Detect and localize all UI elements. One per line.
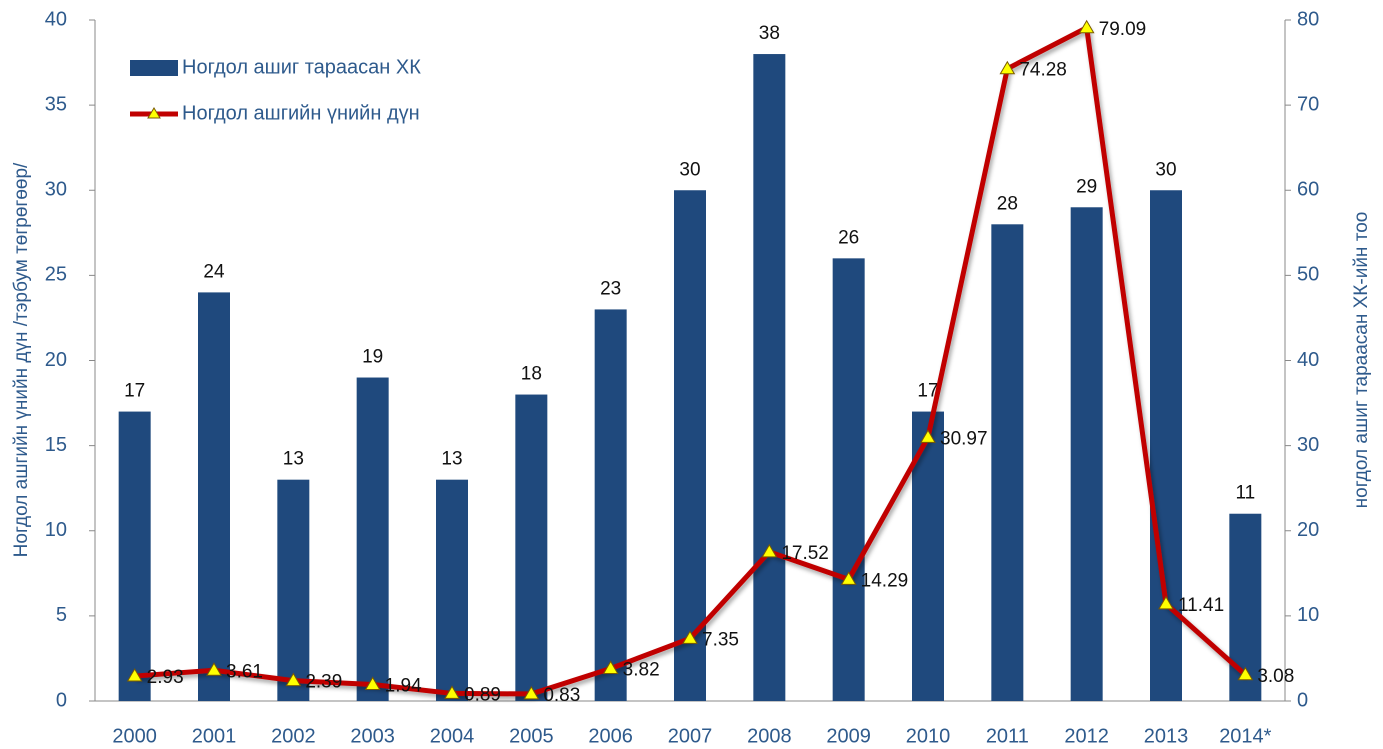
line-marker xyxy=(206,662,222,676)
bar xyxy=(356,377,389,701)
line-marker xyxy=(126,668,143,682)
line-marker xyxy=(602,660,619,674)
line-marker xyxy=(682,630,698,644)
line-marker xyxy=(1158,595,1174,610)
line-marker xyxy=(761,543,778,558)
line-value-label: 3.82 xyxy=(623,659,660,680)
legend-marker xyxy=(147,107,161,119)
y-axis-title: Ногдол ашгийн үнийн дүн /тэрбум төгрөгөө… xyxy=(11,162,32,557)
line-value-label: 2.93 xyxy=(147,667,184,688)
line-value-label: 2.39 xyxy=(305,672,342,693)
line-value-label: 14.29 xyxy=(861,570,909,591)
bar xyxy=(753,54,786,702)
x-tick-label: 2014* xyxy=(1219,725,1271,747)
line-value-label: 3.08 xyxy=(1257,666,1294,687)
x-tick-label: 2009 xyxy=(826,725,871,747)
line-value-label: 30.97 xyxy=(940,428,988,449)
line-marker xyxy=(1237,666,1254,681)
y-tick-label: 20 xyxy=(45,349,67,371)
line-value-label: 0.89 xyxy=(464,684,501,705)
line-marker xyxy=(999,60,1016,75)
x-tick-label: 2002 xyxy=(271,725,316,747)
bar xyxy=(991,224,1024,702)
y2-axis-title: ногдол ашиг тараасан ХК-ийн тоо xyxy=(1351,212,1372,509)
y-tick-label: 25 xyxy=(45,264,67,286)
line-value-label: 17.52 xyxy=(781,543,829,564)
line-value-label: 1.94 xyxy=(385,676,422,697)
legend-swatch xyxy=(130,60,178,76)
y-tick-label: 0 xyxy=(56,689,67,711)
line-marker xyxy=(444,685,460,699)
y-tick-label: 5 xyxy=(56,604,67,626)
x-tick-label: 2004 xyxy=(430,725,475,747)
bar-value-label: 26 xyxy=(838,227,859,248)
bar xyxy=(674,190,706,701)
line-value-label: 79.09 xyxy=(1099,19,1147,40)
y-tick-label: 15 xyxy=(45,434,67,456)
legend-label: Ногдол ашиг тараасан ХК xyxy=(182,56,421,78)
line-marker xyxy=(523,685,540,700)
bar-value-label: 24 xyxy=(203,261,225,282)
line-value-label: 11.41 xyxy=(1178,595,1224,616)
x-tick-label: 2013 xyxy=(1144,725,1189,747)
bar xyxy=(1150,190,1182,701)
bar-value-label: 23 xyxy=(600,278,621,299)
bar-value-label: 11 xyxy=(1235,483,1255,504)
y-tick-label: 10 xyxy=(45,519,67,541)
x-tick-label: 2012 xyxy=(1064,725,1109,747)
legend-label: Ногдол ашгийн үнийн дүн xyxy=(182,102,420,124)
line-value-label: 7.35 xyxy=(702,629,739,650)
bar-value-label: 13 xyxy=(283,449,304,470)
bar-value-label: 30 xyxy=(1155,159,1176,180)
line-value-label: 74.28 xyxy=(1019,60,1067,81)
bar-value-label: 28 xyxy=(997,193,1018,214)
x-tick-label: 2003 xyxy=(350,725,395,747)
y-tick-label: 30 xyxy=(45,179,67,201)
y2-tick-label: 60 xyxy=(1297,179,1319,201)
line-marker xyxy=(920,429,936,443)
bar xyxy=(1070,207,1103,701)
y2-tick-label: 80 xyxy=(1297,8,1319,30)
x-tick-label: 2008 xyxy=(747,725,792,747)
x-tick-label: 2010 xyxy=(906,725,951,747)
bar xyxy=(118,411,151,701)
x-tick-label: 2011 xyxy=(986,725,1029,747)
y2-tick-label: 30 xyxy=(1297,434,1319,456)
x-tick-label: 2005 xyxy=(509,725,554,747)
line-value-label: 3.61 xyxy=(226,661,263,682)
bar xyxy=(277,479,310,701)
bar-value-label: 30 xyxy=(679,159,700,180)
bar xyxy=(198,292,230,701)
y2-tick-label: 50 xyxy=(1297,264,1319,286)
y2-tick-label: 70 xyxy=(1297,93,1319,115)
line-marker xyxy=(285,672,302,687)
y2-tick-label: 10 xyxy=(1297,604,1319,626)
bar-value-label: 17 xyxy=(917,381,938,402)
x-tick-label: 2001 xyxy=(192,725,237,747)
line-marker xyxy=(840,571,857,585)
y-tick-label: 40 xyxy=(45,8,67,30)
bar-value-label: 19 xyxy=(362,347,383,368)
y2-tick-label: 0 xyxy=(1297,689,1308,711)
bar-value-label: 29 xyxy=(1076,176,1097,197)
bar xyxy=(594,309,627,701)
bar xyxy=(515,394,548,701)
line-marker xyxy=(364,676,381,690)
bar-value-label: 17 xyxy=(124,381,145,402)
bar xyxy=(436,479,468,701)
bar-value-label: 13 xyxy=(441,449,462,470)
x-tick-label: 2000 xyxy=(112,725,157,747)
bar-value-label: 38 xyxy=(759,23,780,44)
y2-tick-label: 40 xyxy=(1297,349,1319,371)
x-tick-label: 2006 xyxy=(588,725,633,747)
bar-value-label: 18 xyxy=(521,364,542,385)
x-tick-label: 2007 xyxy=(668,725,713,747)
bar xyxy=(832,258,865,701)
line-marker xyxy=(1078,19,1095,34)
y2-tick-label: 20 xyxy=(1297,519,1319,541)
line-value-label: 0.83 xyxy=(543,685,580,706)
y-tick-label: 35 xyxy=(45,93,67,115)
